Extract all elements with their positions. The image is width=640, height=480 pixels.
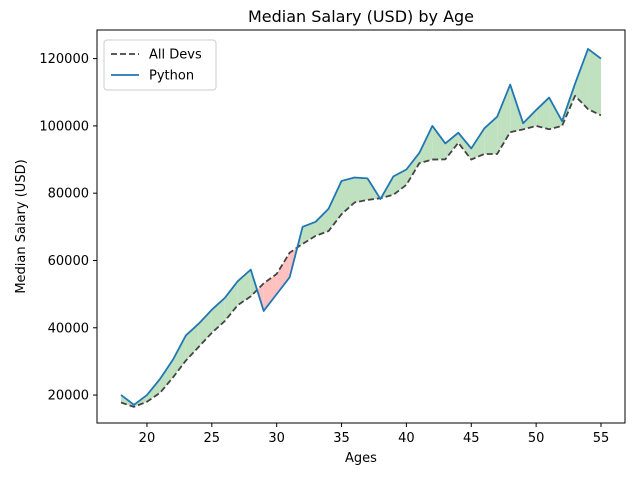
x-tick-label: 20 bbox=[139, 431, 156, 446]
fill-region-above bbox=[471, 128, 485, 160]
fill-region-above bbox=[224, 281, 238, 322]
x-axis-ticks: 20 25 30 35 40 45 50 55 bbox=[139, 423, 610, 446]
fill-region-above bbox=[445, 132, 459, 160]
y-tick-label: 60000 bbox=[48, 254, 89, 269]
y-tick-label: 40000 bbox=[48, 321, 89, 336]
x-tick-label: 55 bbox=[593, 431, 610, 446]
fill-region-above bbox=[198, 309, 212, 347]
fill-region-above bbox=[458, 132, 472, 160]
x-tick-label: 30 bbox=[268, 431, 285, 446]
fill-region-above bbox=[315, 208, 329, 236]
legend-box bbox=[103, 39, 217, 91]
legend-label-all-devs: All Devs bbox=[149, 48, 202, 63]
x-tick-label: 35 bbox=[333, 431, 350, 446]
x-tick-label: 45 bbox=[463, 431, 480, 446]
x-tick-label: 50 bbox=[528, 431, 545, 446]
fill-region-above bbox=[406, 152, 420, 185]
y-tick-label: 100000 bbox=[39, 119, 89, 134]
fill-region-below bbox=[263, 273, 277, 311]
fill-region-below bbox=[276, 252, 290, 295]
fill-region-above bbox=[159, 359, 173, 393]
x-tick-label: 40 bbox=[398, 431, 415, 446]
legend-label-python: Python bbox=[149, 69, 194, 84]
fill-region-above bbox=[146, 379, 160, 402]
series-lines bbox=[120, 48, 602, 408]
chart-title: Median Salary (USD) by Age bbox=[248, 7, 474, 26]
fill-region-above bbox=[419, 125, 433, 164]
y-tick-label: 80000 bbox=[48, 187, 89, 202]
fill-region-above bbox=[302, 221, 316, 244]
x-tick-label: 25 bbox=[204, 431, 221, 446]
fill-region-above bbox=[536, 97, 550, 130]
fill-region-above bbox=[354, 177, 368, 203]
fill-region-above bbox=[211, 297, 225, 333]
y-tick-label: 120000 bbox=[39, 52, 89, 67]
fill-region-above bbox=[393, 169, 407, 195]
x-axis-label: Ages bbox=[345, 451, 377, 466]
fill-region-above bbox=[575, 48, 589, 110]
y-axis-label: Median Salary (USD) bbox=[14, 159, 29, 293]
y-tick-label: 20000 bbox=[48, 389, 89, 404]
fill-region-above bbox=[588, 48, 601, 116]
fill-region-above bbox=[523, 110, 537, 130]
plot-frame bbox=[96, 29, 626, 424]
series-line-python bbox=[120, 48, 602, 406]
fill-region-above bbox=[328, 180, 342, 232]
y-axis-ticks: 20000 40000 60000 80000 100000 120000 bbox=[39, 52, 97, 404]
legend: All Devs Python bbox=[103, 39, 217, 91]
fill-region-above bbox=[172, 335, 186, 378]
series-line-all-devs bbox=[120, 94, 602, 408]
fill-region-above bbox=[432, 125, 446, 160]
fill-region-above bbox=[549, 97, 563, 130]
